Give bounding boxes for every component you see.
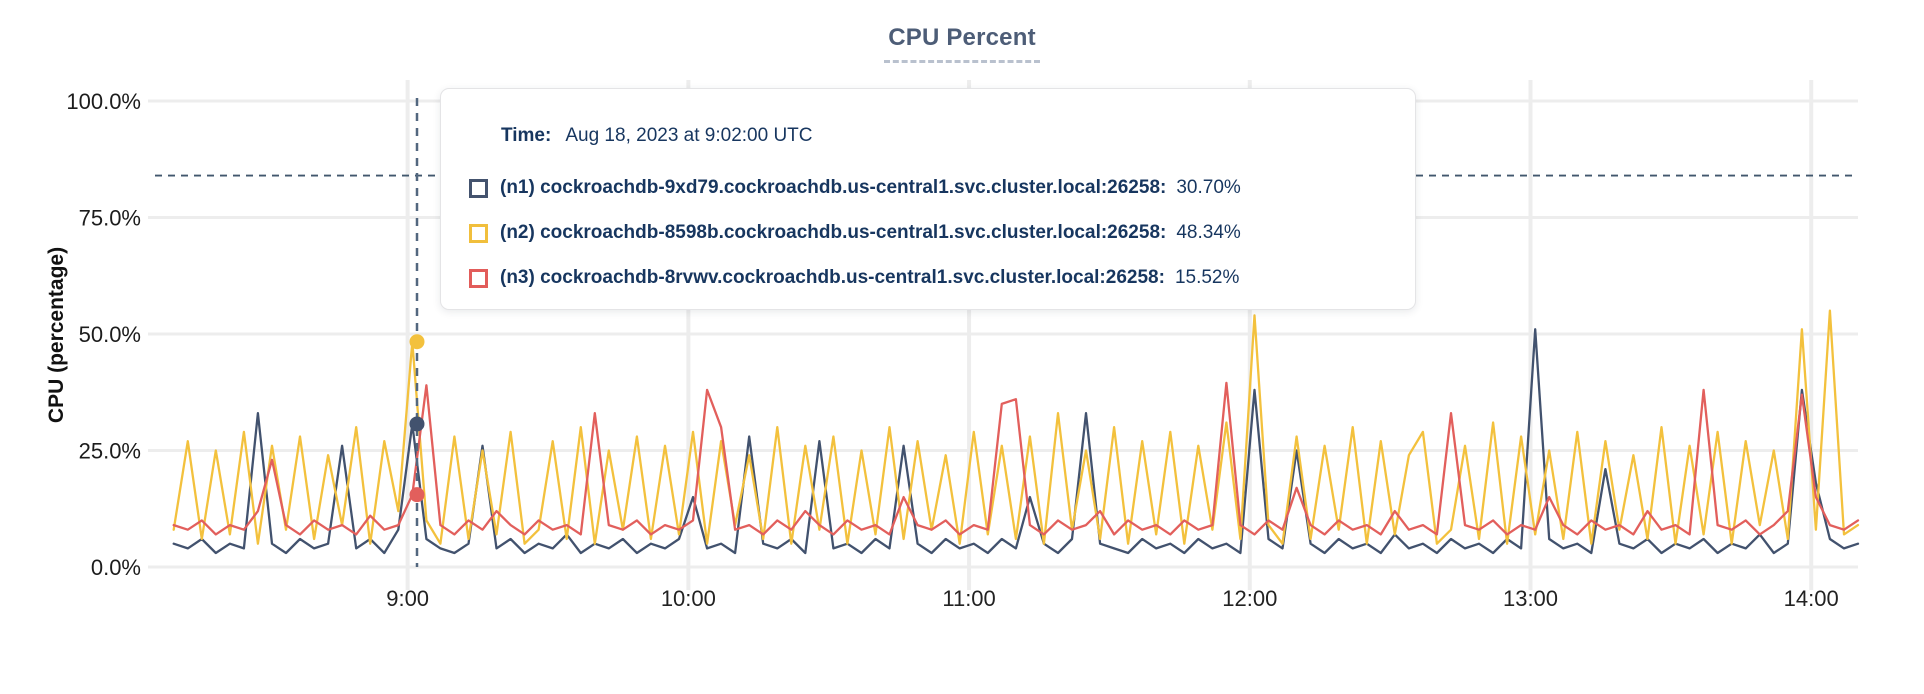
x-tick-label: 12:00: [1222, 586, 1277, 611]
hover-dot-n1: [409, 416, 425, 432]
tooltip-series-row-n3: (n3) cockroachdb-8rvwv.cockroachdb.us-ce…: [469, 267, 1385, 289]
series-swatch-n2: [469, 223, 488, 243]
series-value: 48.34%: [1176, 222, 1241, 243]
chart-title-wrap: CPU Percent: [0, 24, 1924, 63]
hover-dot-n2: [409, 334, 425, 350]
tooltip-series-row-n1: (n1) cockroachdb-9xd79.cockroachdb.us-ce…: [469, 177, 1385, 199]
series-name: (n1) cockroachdb-9xd79.cockroachdb.us-ce…: [500, 177, 1167, 198]
y-tick-label: 0.0%: [91, 555, 141, 580]
y-tick-label: 75.0%: [79, 206, 141, 231]
x-tick-label: 10:00: [661, 586, 716, 611]
x-tick-label: 11:00: [942, 586, 995, 611]
tooltip-rows: (n1) cockroachdb-9xd79.cockroachdb.us-ce…: [469, 177, 1385, 289]
series-line-n2: [172, 309, 1860, 545]
series-line-n1: [172, 328, 1860, 555]
x-tick-label: 9:00: [386, 586, 429, 611]
series-line-n3: [172, 381, 1860, 536]
tooltip-time-value: Aug 18, 2023 at 9:02:00 UTC: [565, 125, 813, 146]
hover-tooltip: Time: Aug 18, 2023 at 9:02:00 UTC (n1) c…: [440, 88, 1416, 310]
tooltip-time-row: Time: Aug 18, 2023 at 9:02:00 UTC: [501, 125, 1385, 147]
tooltip-time-label: Time:: [501, 125, 552, 146]
tooltip-series-row-n2: (n2) cockroachdb-8598b.cockroachdb.us-ce…: [469, 222, 1385, 244]
hover-dot-n3: [409, 487, 425, 503]
series-value: 15.52%: [1174, 267, 1240, 288]
series-swatch-n3: [469, 268, 488, 288]
chart-title[interactable]: CPU Percent: [884, 24, 1040, 63]
y-tick-label: 100.0%: [66, 89, 141, 114]
series-name: (n3) cockroachdb-8rvwv.cockroachdb.us-ce…: [500, 267, 1165, 288]
series-value: 30.70%: [1176, 177, 1241, 198]
x-tick-label: 14:00: [1784, 586, 1839, 611]
y-tick-label: 50.0%: [79, 322, 141, 347]
series-name: (n2) cockroachdb-8598b.cockroachdb.us-ce…: [500, 222, 1167, 243]
x-tick-label: 13:00: [1503, 586, 1558, 611]
series-swatch-n1: [469, 178, 488, 198]
y-tick-label: 25.0%: [79, 439, 141, 464]
